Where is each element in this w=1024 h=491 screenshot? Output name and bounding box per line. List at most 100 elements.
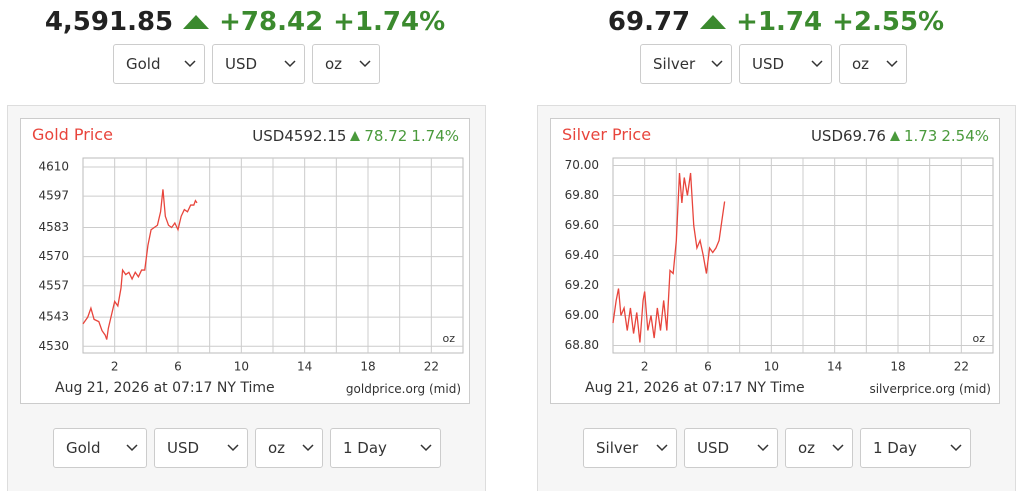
dropdown-value: USD: [225, 55, 258, 73]
dropdown-value: USD: [752, 55, 785, 73]
chevron: [126, 444, 138, 452]
chevron: [359, 60, 371, 68]
up-arrow-shape: [700, 15, 727, 29]
price-change-percent: +1.74%: [333, 7, 446, 37]
price-header: 69.77 +1.74 +2.55%: [531, 4, 1021, 40]
quote-price: USD4592.15: [252, 127, 347, 145]
y-tick-label: 70.00: [565, 158, 599, 172]
unit-label: oz: [442, 332, 455, 345]
x-tick-label: 18: [890, 360, 905, 374]
dropdown-value: USD: [697, 439, 730, 457]
y-tick-label: 69.80: [565, 188, 599, 202]
chevron-shape: [420, 444, 432, 452]
dropdown[interactable]: oz: [785, 428, 853, 468]
up-arrow-shape: [183, 15, 210, 29]
y-tick-label: 4530: [38, 339, 69, 353]
dropdown-value: oz: [268, 439, 286, 457]
price-header: 4,591.85 +78.42 +1.74%: [0, 4, 490, 40]
chevron-shape: [886, 60, 898, 68]
dropdown-value: 1 Day: [873, 439, 917, 457]
y-tick-label: 69.20: [565, 278, 599, 292]
quote-change: 78.72: [364, 127, 408, 145]
y-tick-label: 69.60: [565, 218, 599, 232]
unit-label: oz: [972, 332, 985, 345]
up-arrow-shape: [350, 131, 361, 141]
quote-price: USD69.76: [810, 127, 886, 145]
dropdown[interactable]: Gold: [53, 428, 147, 468]
chevron: [284, 60, 296, 68]
chevron: [950, 444, 962, 452]
y-tick-label: 68.80: [565, 338, 599, 352]
chevron-shape: [284, 60, 296, 68]
x-tick-label: 10: [764, 360, 779, 374]
x-tick-label: 14: [297, 360, 312, 374]
price-change-percent: +2.55%: [832, 7, 945, 37]
y-tick-label: 4610: [38, 159, 69, 173]
chevron: [227, 444, 239, 452]
price-line: [82, 189, 198, 340]
x-tick-label: 2: [641, 360, 649, 374]
dropdown[interactable]: oz: [312, 44, 380, 84]
x-tick-label: 14: [827, 360, 842, 374]
x-tick-label: 22: [954, 360, 969, 374]
dropdown[interactable]: 1 Day: [860, 428, 971, 468]
chart-footer: Aug 21, 2026 at 07:17 NY Time: [55, 380, 275, 396]
chevron-shape: [757, 444, 769, 452]
dropdown-value: oz: [325, 55, 343, 73]
chevron-shape: [126, 444, 138, 452]
chevron-shape: [359, 60, 371, 68]
chevron-shape: [811, 60, 823, 68]
up-arrow-shape: [889, 131, 900, 141]
chevron: [757, 444, 769, 452]
dropdown-value: 1 Day: [343, 439, 387, 457]
y-tick-label: 69.40: [565, 248, 599, 262]
dropdown[interactable]: USD: [154, 428, 248, 468]
price: 4,591.85: [44, 7, 174, 37]
dropdown[interactable]: Gold: [113, 44, 205, 84]
dropdown[interactable]: Silver: [583, 428, 677, 468]
price-change: +1.74: [736, 7, 823, 37]
chart-footer: Aug 21, 2026 at 07:17 NY Time: [585, 380, 805, 396]
price: 69.77: [607, 7, 691, 37]
quote: USD4592.15 78.72 1.74%: [252, 127, 459, 145]
quote: USD69.76 1.73 2.54%: [811, 127, 989, 145]
chart-title: Silver Price: [562, 125, 652, 144]
dropdown-value: USD: [167, 439, 200, 457]
quote-change-percent: 1.74%: [411, 127, 459, 145]
quote-change: 1.73: [903, 127, 938, 145]
chevron-shape: [227, 444, 239, 452]
price-change: +78.42: [219, 7, 324, 37]
chart: 68.80 69.00 69.20 69.40 69.60 69.80 70.00 2 6 10 1…: [565, 157, 994, 374]
dropdown[interactable]: USD: [212, 44, 305, 84]
dropdown[interactable]: 1 Day: [330, 428, 441, 468]
chevron: [811, 60, 823, 68]
up-arrow: [700, 15, 727, 29]
dropdown[interactable]: oz: [839, 44, 907, 84]
chevron-shape: [656, 444, 668, 452]
dropdown[interactable]: USD: [684, 428, 778, 468]
chart-box: Gold Price USD4592.15 78.72 1.74% 4530 4543 45…: [20, 118, 470, 404]
chevron: [656, 444, 668, 452]
chevron: [711, 60, 723, 68]
dropdown[interactable]: oz: [255, 428, 323, 468]
chevron: [302, 444, 314, 452]
chevron-shape: [711, 60, 723, 68]
y-tick-label: 4543: [38, 310, 69, 324]
y-tick-label: 4583: [38, 220, 69, 234]
x-tick-label: 22: [424, 360, 439, 374]
dropdown-value: Gold: [126, 55, 161, 73]
dropdown-value: Silver: [596, 439, 639, 457]
chart-source: goldprice.org (mid): [345, 382, 461, 396]
up-arrow: [350, 131, 361, 141]
chevron: [832, 444, 844, 452]
chart-title: Gold Price: [32, 125, 113, 144]
up-arrow: [889, 131, 900, 141]
chart: 4530 4543 4557 4570 4583 4597 4610 2 6 10 14 18 22 oz: [38, 157, 464, 374]
dropdown-value: oz: [852, 55, 870, 73]
x-tick-label: 18: [360, 360, 375, 374]
chevron: [184, 60, 196, 68]
dropdown-value: Silver: [653, 55, 696, 73]
dropdown[interactable]: Silver: [640, 44, 732, 84]
dropdown[interactable]: USD: [739, 44, 832, 84]
